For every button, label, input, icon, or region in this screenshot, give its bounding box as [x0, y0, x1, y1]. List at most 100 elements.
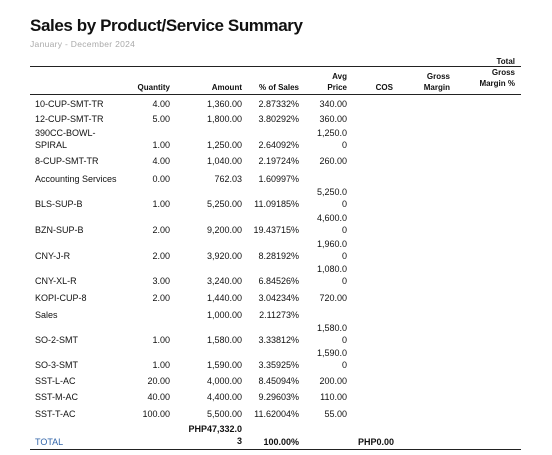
amount-cell: 762.03 [214, 174, 242, 184]
product-name[interactable]: SST-L-AC [35, 375, 76, 387]
percent-cell: 2.64092% [258, 140, 299, 150]
percent-cell: 11.09185% [254, 199, 299, 209]
header-total-gm-line2: Gross [491, 68, 515, 77]
avg-price-line: 5,250.0 [316, 187, 347, 197]
avg-price-line: 0 [341, 276, 347, 286]
avg-price-cell: 1,080.0 0 [300, 263, 347, 287]
quantity-cell: 2.00 [152, 293, 170, 303]
header-gross-margin: Gross Margin [400, 71, 450, 93]
product-name[interactable]: KOPI-CUP-8 [35, 292, 87, 304]
avg-price-line: 110.00 [320, 392, 347, 402]
avg-price-line: 1,960.0 [316, 239, 347, 249]
total-label[interactable]: TOTAL [35, 437, 64, 447]
product-name[interactable]: BZN-SUP-B [35, 224, 84, 236]
product-name[interactable]: BLS-SUP-B [35, 198, 83, 210]
product-name[interactable]: 10-CUP-SMT-TR [35, 98, 104, 110]
percent-cell: 3.04234% [258, 293, 299, 303]
header-avg-price: Avg Price [305, 71, 347, 93]
product-name-line: 12-CUP-SMT-TR [35, 114, 104, 124]
header-avg-price-line1: Avg [332, 72, 347, 81]
amount-cell: 1,440.00 [206, 293, 242, 303]
product-name[interactable]: 390CC-BOWL- SPIRAL [35, 127, 96, 151]
percent-cell: 11.62004% [254, 409, 299, 419]
product-name-line: 8-CUP-SMT-TR [35, 156, 99, 166]
total-amount-line2: 3 [236, 436, 242, 446]
avg-price-line: 4,600.0 [316, 213, 347, 223]
avg-price-cell: 720.00 [300, 292, 347, 304]
avg-price-cell: 5,250.0 0 [300, 186, 347, 210]
total-amount-line1: PHP47,332.0 [188, 424, 242, 434]
product-name-line: Sales [35, 310, 58, 320]
avg-price-cell: 200.00 [300, 375, 347, 387]
avg-price-line: 720.00 [319, 293, 347, 303]
quantity-cell: 4.00 [152, 99, 170, 109]
avg-price-line: 0 [341, 360, 347, 370]
percent-cell: 9.29603% [258, 392, 299, 402]
avg-price-line: 200.00 [319, 376, 347, 386]
amount-cell: 9,200.00 [206, 225, 242, 235]
quantity-cell: 0.00 [152, 174, 170, 184]
product-name-line: CNY-J-R [35, 251, 71, 261]
product-name[interactable]: CNY-J-R [35, 250, 70, 262]
avg-price-line: 1,080.0 [316, 264, 347, 274]
product-name[interactable]: 8-CUP-SMT-TR [35, 155, 99, 167]
header-total-gm-line1: Total [496, 57, 515, 66]
product-name[interactable]: SST-T-AC [35, 408, 76, 420]
product-name-line: CNY-XL-R [35, 276, 77, 286]
avg-price-line: 0 [341, 225, 347, 235]
avg-price-line: 1,580.0 [316, 323, 347, 333]
product-name-line: 390CC-BOWL- [35, 128, 96, 138]
header-amount: Amount [211, 83, 242, 92]
avg-price-cell: 1,250.0 0 [300, 127, 347, 151]
quantity-cell: 1.00 [152, 140, 170, 150]
product-name-line: SST-T-AC [35, 409, 76, 419]
percent-cell: 19.43715% [253, 225, 299, 235]
top-rule [30, 66, 521, 67]
amount-cell: 4,000.00 [206, 376, 242, 386]
avg-price-line: 0 [341, 251, 347, 261]
bottom-rule [30, 449, 521, 450]
quantity-cell: 1.00 [152, 335, 170, 345]
avg-price-line: 0 [341, 140, 347, 150]
quantity-cell: 2.00 [152, 251, 170, 261]
product-name-line: SO-2-SMT [35, 335, 79, 345]
product-name[interactable]: CNY-XL-R [35, 275, 77, 287]
product-name[interactable]: SO-2-SMT [35, 334, 78, 346]
quantity-cell: 40.00 [147, 392, 170, 402]
avg-price-line: 1,590.0 [316, 348, 347, 358]
product-name-line: Accounting Services [35, 174, 117, 184]
avg-price-cell: 260.00 [300, 155, 347, 167]
product-name-line: BZN-SUP-B [35, 225, 84, 235]
product-name[interactable]: Accounting Services [35, 173, 117, 185]
quantity-cell: 1.00 [152, 360, 170, 370]
header-quantity: Quantity [137, 83, 170, 92]
product-name-line: 10-CUP-SMT-TR [35, 99, 104, 109]
avg-price-line: 260.00 [319, 156, 347, 166]
amount-cell: 3,240.00 [206, 276, 242, 286]
amount-cell: 4,400.00 [206, 392, 242, 402]
product-name[interactable]: Sales [35, 309, 58, 321]
header-percent-of-sales: % of Sales [258, 83, 299, 92]
product-name[interactable]: SST-M-AC [35, 391, 78, 403]
amount-cell: 1,250.00 [206, 140, 242, 150]
avg-price-line: 360.00 [319, 114, 347, 124]
avg-price-cell: 1,580.0 0 [300, 322, 347, 346]
percent-cell: 2.11273% [259, 310, 299, 320]
amount-cell: 5,500.00 [206, 409, 242, 419]
percent-cell: 8.45094% [258, 376, 299, 386]
avg-price-line: 0 [341, 199, 347, 209]
product-name-line: SPIRAL [35, 140, 68, 150]
percent-cell: 2.87332% [258, 99, 299, 109]
product-name-line: SST-L-AC [35, 376, 76, 386]
percent-cell: 8.28192% [258, 251, 299, 261]
total-cos: PHP0.00 [357, 437, 394, 447]
amount-cell: 1,000.00 [206, 310, 242, 320]
avg-price-cell: 1,960.0 0 [300, 238, 347, 262]
header-cos: COS [375, 83, 393, 92]
percent-cell: 3.35925% [258, 360, 299, 370]
product-name[interactable]: 12-CUP-SMT-TR [35, 113, 104, 125]
amount-cell: 1,800.00 [206, 114, 242, 124]
header-gross-margin-line1: Gross [426, 72, 450, 81]
product-name[interactable]: SO-3-SMT [35, 359, 78, 371]
quantity-cell: 2.00 [152, 225, 170, 235]
